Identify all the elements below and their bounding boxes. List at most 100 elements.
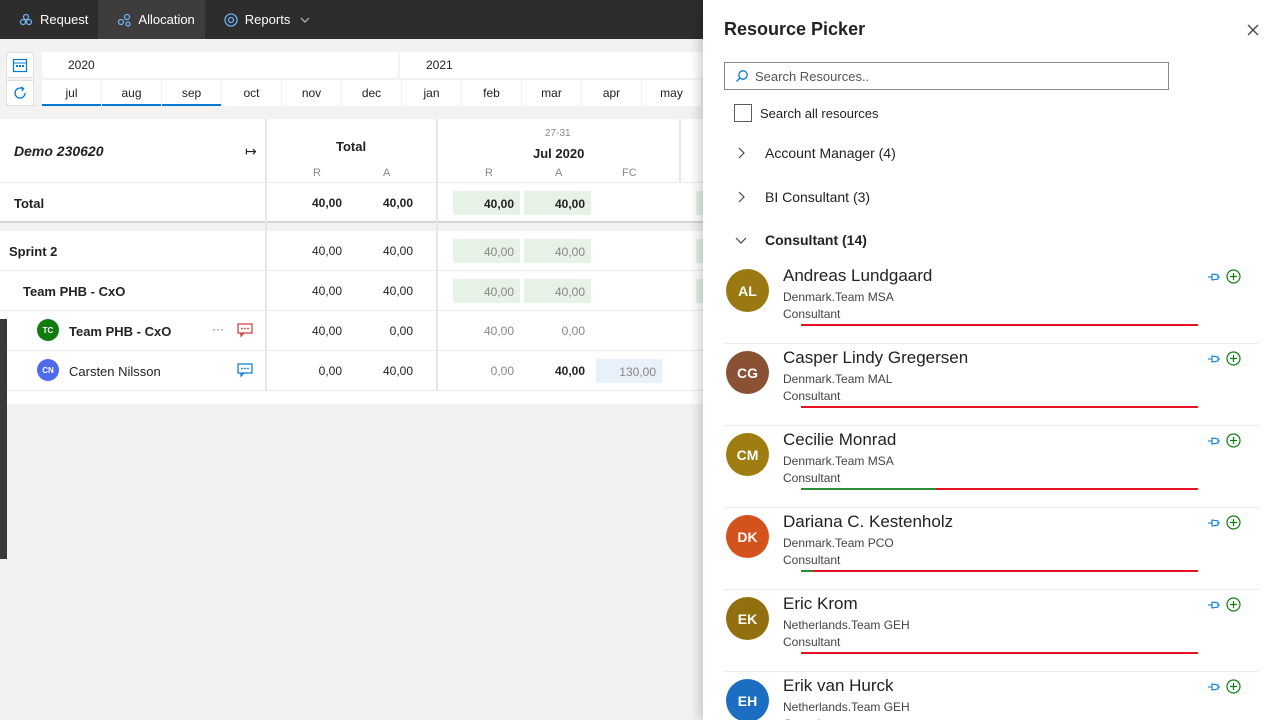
add-icon[interactable] <box>1226 433 1241 448</box>
row-label: Total <box>14 196 45 211</box>
pin-icon[interactable] <box>1207 680 1221 694</box>
top-nav: Request Allocation Reports <box>0 0 703 39</box>
group-bi-consultant[interactable]: BI Consultant (3) <box>735 189 870 205</box>
nav-reports-label: Reports <box>244 12 291 27</box>
search-all-option[interactable]: Search all resources <box>734 104 879 122</box>
refresh-icon <box>14 86 26 99</box>
total-a-value: 40,00 <box>382 364 413 378</box>
pin-icon[interactable] <box>1207 270 1221 284</box>
timeline-header: 2020 2021 jul aug sep oct nov dec jan fe… <box>0 39 703 119</box>
period-r-value[interactable]: 40,00 <box>453 191 520 215</box>
total-col-r: R <box>313 167 321 179</box>
month-jan[interactable]: jan <box>402 80 461 106</box>
total-r-value: 40,00 <box>311 196 342 210</box>
resource-role: Consultant <box>783 635 841 649</box>
resource-card[interactable]: EK Eric Krom Netherlands.Team GEH Consul… <box>724 590 1259 672</box>
total-a-value: 40,00 <box>382 284 413 298</box>
month-feb[interactable]: feb <box>462 80 521 106</box>
period-col-r: R <box>485 167 493 179</box>
resource-name: Andreas Lundgaard <box>783 266 933 285</box>
pin-icon[interactable] <box>1207 434 1221 448</box>
side-drag-handle[interactable] <box>0 319 7 559</box>
resource-team: Denmark.Team MSA <box>783 290 894 304</box>
resource-card[interactable]: CM Cecilie Monrad Denmark.Team MSA Consu… <box>724 426 1259 508</box>
pin-icon[interactable] <box>1207 352 1221 366</box>
nav-allocation-label: Allocation <box>138 12 195 27</box>
request-icon <box>19 13 33 25</box>
nav-reports[interactable]: Reports <box>205 0 321 39</box>
column-divider <box>436 119 438 391</box>
expand-arrow-icon[interactable]: ↦ <box>245 143 257 159</box>
avatar: TC <box>37 319 59 341</box>
period-a-value[interactable]: 0,00 <box>561 324 585 338</box>
month-mar[interactable]: mar <box>522 80 581 106</box>
resource-team: Netherlands.Team GEH <box>783 700 910 714</box>
grid-row-sprint[interactable]: Sprint 2 40,00 40,00 40,00 40,00 <box>0 231 703 271</box>
resource-team: Denmark.Team PCO <box>783 536 894 550</box>
availability-fill <box>801 488 936 490</box>
chevron-down-icon <box>300 17 310 23</box>
month-nov[interactable]: nov <box>282 80 341 106</box>
period-a-value[interactable]: 40,00 <box>554 364 585 378</box>
period-r-value[interactable]: 40,00 <box>483 324 514 338</box>
total-a-value: 40,00 <box>382 196 413 210</box>
resource-card[interactable]: EH Erik van Hurck Netherlands.Team GEH C… <box>724 672 1259 720</box>
group-account-manager[interactable]: Account Manager (4) <box>735 145 896 161</box>
month-sep[interactable]: sep <box>162 80 221 106</box>
period-a-value[interactable]: 40,00 <box>524 279 591 303</box>
period-r-value[interactable]: 40,00 <box>453 279 520 303</box>
close-icon[interactable] <box>1245 22 1261 38</box>
search-input[interactable] <box>755 68 1155 84</box>
pin-icon[interactable] <box>1207 598 1221 612</box>
grid-total-row: Total 40,00 40,00 40,00 40,00 <box>0 183 703 223</box>
month-apr[interactable]: apr <box>582 80 641 106</box>
nav-request[interactable]: Request <box>0 0 98 39</box>
period-fc-value[interactable]: 130,00 <box>596 359 662 383</box>
resource-card[interactable]: AL Andreas Lundgaard Denmark.Team MSA Co… <box>724 262 1259 344</box>
add-icon[interactable] <box>1226 597 1241 612</box>
period-r-value[interactable]: 40,00 <box>453 239 520 263</box>
comment-icon[interactable] <box>237 363 253 377</box>
comment-icon[interactable] <box>237 323 253 337</box>
period-a-value[interactable]: 40,00 <box>524 191 591 215</box>
resource-team: Denmark.Team MAL <box>783 372 893 386</box>
avatar: EK <box>726 597 769 640</box>
calendar-button[interactable] <box>6 52 34 78</box>
grid-row-team[interactable]: Team PHB - CxO 40,00 40,00 40,00 40,00 <box>0 271 703 311</box>
year-2021[interactable]: 2021 <box>400 52 703 78</box>
allocation-grid: Demo 230620 ↦ Total R A 27-31 Jul 2020 R… <box>0 119 703 404</box>
add-icon[interactable] <box>1226 351 1241 366</box>
reports-icon <box>224 12 238 27</box>
pin-icon[interactable] <box>1207 516 1221 530</box>
grid-row-role[interactable]: TC Team PHB - CxO ··· 40,00 0,00 40,00 0… <box>0 311 703 351</box>
grid-row-resource[interactable]: CN Carsten Nilsson 0,00 40,00 0,00 40,00… <box>0 351 703 391</box>
resource-card[interactable]: CG Casper Lindy Gregersen Denmark.Team M… <box>724 344 1259 426</box>
search-all-checkbox[interactable] <box>734 104 752 122</box>
resource-team: Denmark.Team MSA <box>783 454 894 468</box>
period-range: 27-31 <box>545 128 571 139</box>
nav-allocation[interactable]: Allocation <box>98 0 205 39</box>
chevron-right-icon <box>738 147 745 159</box>
group-label: Consultant (14) <box>765 232 867 248</box>
year-2020[interactable]: 2020 <box>42 52 398 78</box>
resource-role: Consultant <box>783 471 841 485</box>
total-r-value: 40,00 <box>311 244 342 258</box>
month-aug[interactable]: aug <box>102 80 161 106</box>
period-a-value[interactable]: 40,00 <box>524 239 591 263</box>
more-options-icon[interactable]: ··· <box>212 322 224 336</box>
month-dec[interactable]: dec <box>342 80 401 106</box>
search-box[interactable] <box>724 62 1169 90</box>
project-title: Demo 230620 <box>14 143 104 159</box>
month-jul[interactable]: jul <box>42 80 101 106</box>
resource-role: Consultant <box>783 553 841 567</box>
resource-card[interactable]: DK Dariana C. Kestenholz Denmark.Team PC… <box>724 508 1259 590</box>
add-icon[interactable] <box>1226 679 1241 694</box>
refresh-button[interactable] <box>6 80 34 106</box>
month-may[interactable]: may <box>642 80 701 106</box>
total-a-value: 0,00 <box>389 324 413 338</box>
add-icon[interactable] <box>1226 269 1241 284</box>
group-consultant[interactable]: Consultant (14) <box>735 232 867 248</box>
month-oct[interactable]: oct <box>222 80 281 106</box>
period-r-value[interactable]: 0,00 <box>490 364 514 378</box>
add-icon[interactable] <box>1226 515 1241 530</box>
